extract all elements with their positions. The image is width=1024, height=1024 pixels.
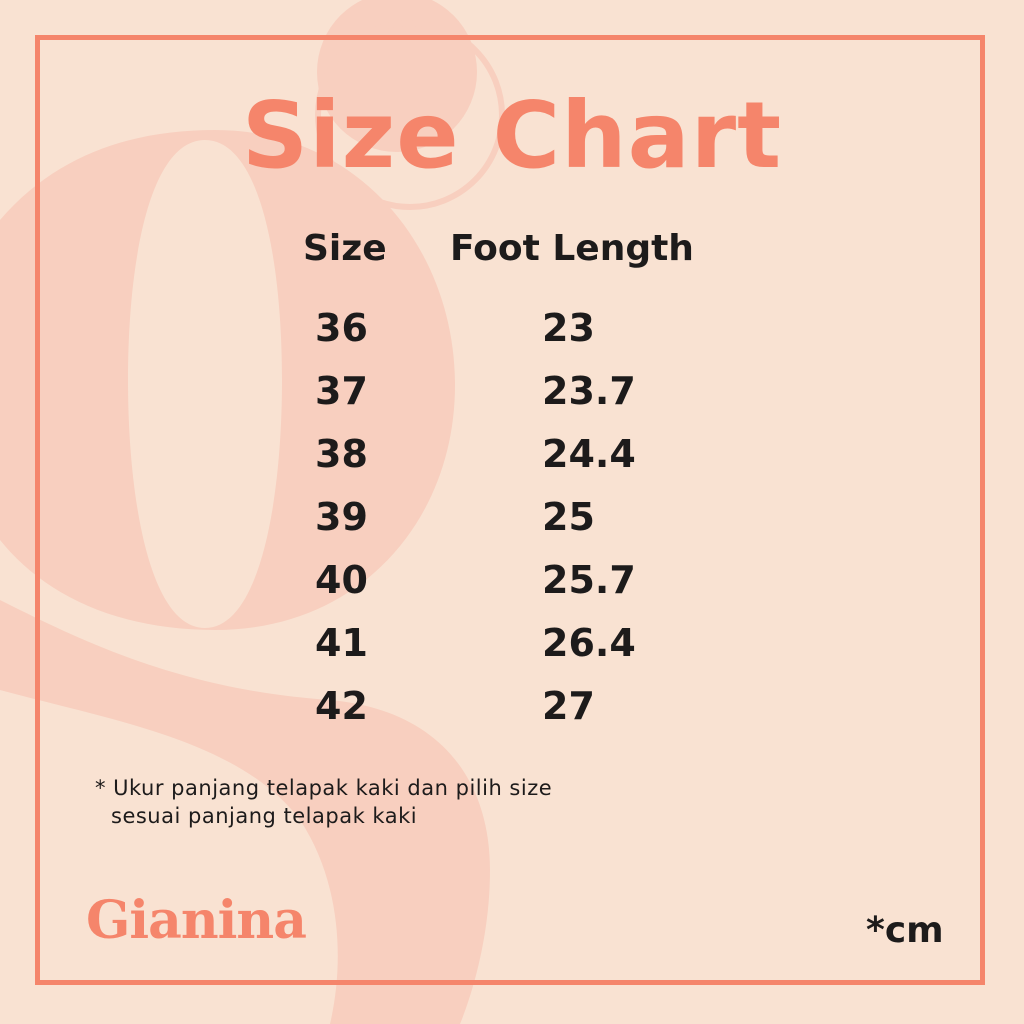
border-frame <box>35 35 985 985</box>
foot-length-cell: 25 <box>542 495 595 539</box>
column-header-size: Size <box>303 228 387 269</box>
size-cell: 41 <box>315 621 368 665</box>
size-cell: 37 <box>315 369 368 413</box>
size-cell: 39 <box>315 495 368 539</box>
unit-label: *cm <box>866 910 944 951</box>
brand-logo: Gianina <box>86 890 307 951</box>
foot-length-cell: 27 <box>542 684 595 728</box>
foot-length-cell: 24.4 <box>542 432 636 476</box>
foot-length-cell: 23.7 <box>542 369 636 413</box>
measurement-note: * Ukur panjang telapak kaki dan pilih si… <box>95 774 552 830</box>
foot-length-cell: 26.4 <box>542 621 636 665</box>
note-line-2: sesuai panjang telapak kaki <box>111 804 418 828</box>
size-cell: 38 <box>315 432 368 476</box>
note-line-1: * Ukur panjang telapak kaki dan pilih si… <box>95 776 553 800</box>
size-cell: 42 <box>315 684 368 728</box>
foot-length-cell: 23 <box>542 306 595 350</box>
column-header-foot-length: Foot Length <box>450 228 694 269</box>
size-cell: 40 <box>315 558 368 602</box>
foot-length-cell: 25.7 <box>542 558 636 602</box>
page-title: Size Chart <box>241 82 783 189</box>
size-cell: 36 <box>315 306 368 350</box>
